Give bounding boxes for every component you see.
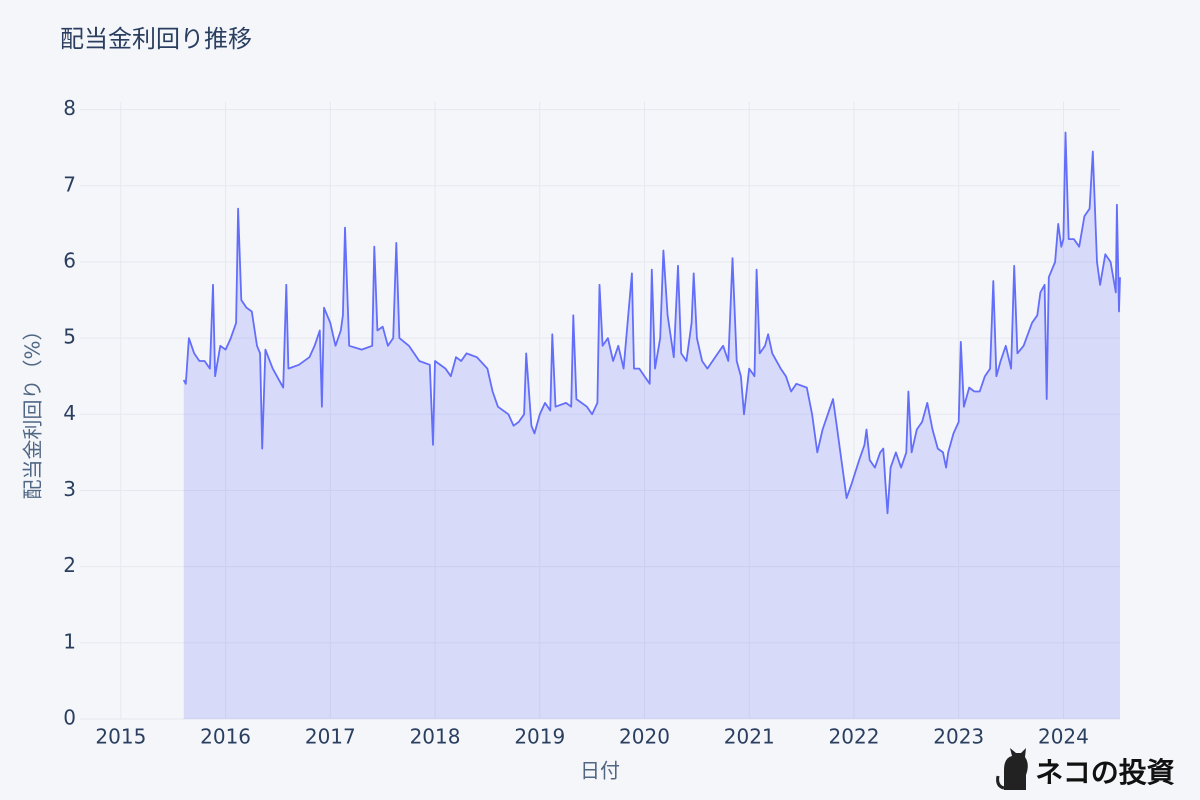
x-tick-label: 2020	[619, 725, 670, 749]
x-tick-label: 2019	[514, 725, 565, 749]
y-tick-label: 4	[63, 401, 76, 425]
x-tick-label: 2023	[933, 725, 984, 749]
x-tick-label: 2015	[95, 725, 146, 749]
x-tick-label: 2024	[1038, 725, 1089, 749]
y-tick-label: 3	[63, 477, 76, 501]
watermark: ネコの投資	[1035, 756, 1174, 789]
y-tick-label: 5	[63, 325, 76, 349]
x-tick-label: 2017	[305, 725, 356, 749]
area-fill	[183, 132, 1120, 719]
y-tick-label: 7	[63, 172, 76, 196]
x-tick-label: 2016	[200, 725, 251, 749]
x-tick-label: 2022	[829, 725, 880, 749]
x-tick-label: 2021	[724, 725, 775, 749]
line	[182, 131, 1121, 515]
y-tick-label: 2	[63, 553, 76, 577]
chart-title: 配当金利回り推移	[60, 25, 252, 53]
y-tick-label: 8	[63, 96, 76, 120]
y-tick-label: 6	[63, 248, 76, 272]
y-tick-label: 0	[63, 706, 76, 730]
x-axis-label: 日付	[580, 759, 620, 783]
y-axis-label: 配当金利回り（%）	[21, 320, 45, 499]
watermark-icon	[996, 748, 1028, 790]
y-tick-label: 1	[63, 629, 76, 653]
x-tick-label: 2018	[410, 725, 461, 749]
